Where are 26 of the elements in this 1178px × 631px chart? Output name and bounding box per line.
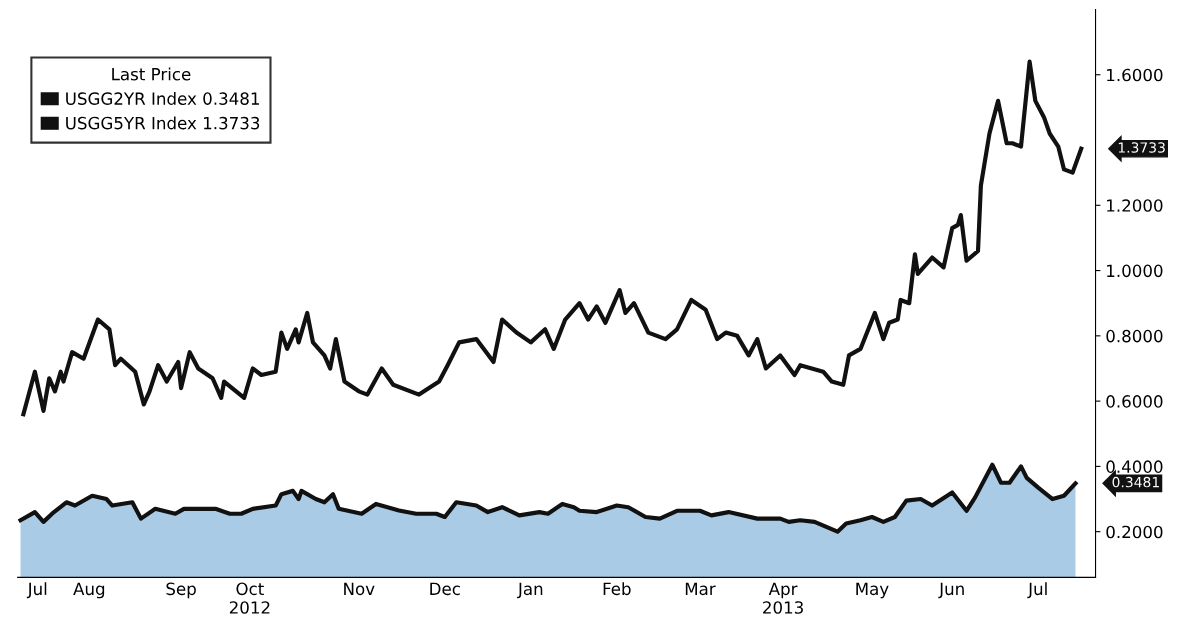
x-tick-label: Jul bbox=[26, 582, 47, 599]
x-tick-label: Apr 2013 bbox=[763, 582, 803, 614]
y-tick-label: 0.8000 bbox=[1106, 329, 1163, 343]
y-tick-label: 0.2000 bbox=[1106, 525, 1163, 539]
x-tick-label: Sep bbox=[166, 582, 196, 599]
y-tick-label: 1.0000 bbox=[1107, 264, 1163, 278]
x-tick-label: Jul bbox=[1027, 582, 1047, 599]
legend-label: USGG5YR Index 1.3733 bbox=[66, 116, 260, 130]
x-tick-label: Jun bbox=[938, 582, 964, 599]
y-tick-label: 0.4000 bbox=[1106, 460, 1163, 473]
x-tick-label: Nov bbox=[344, 582, 375, 596]
y-tick-label: 1.6000 bbox=[1107, 68, 1163, 82]
x-tick-label: Aug bbox=[73, 582, 105, 599]
y-tick-label: 0.6000 bbox=[1106, 395, 1163, 408]
x-tick-label: Dec bbox=[430, 582, 460, 596]
x-tick-label: Jan bbox=[517, 582, 543, 599]
legend-title: Last Price bbox=[112, 67, 191, 81]
y-tick-label: 1.2000 bbox=[1107, 199, 1163, 212]
annotation: 0.3481 bbox=[1112, 476, 1159, 488]
x-tick-label: Mar bbox=[685, 582, 716, 596]
x-tick-label: May bbox=[856, 582, 889, 599]
annotation: 1.3733 bbox=[1118, 142, 1165, 153]
x-tick-label: Feb bbox=[603, 582, 631, 596]
legend-label: USGG2YR Index 0.3481 bbox=[66, 92, 259, 105]
line-series bbox=[21, 59, 1084, 417]
x-tick-label: Oct 2012 bbox=[229, 582, 270, 614]
